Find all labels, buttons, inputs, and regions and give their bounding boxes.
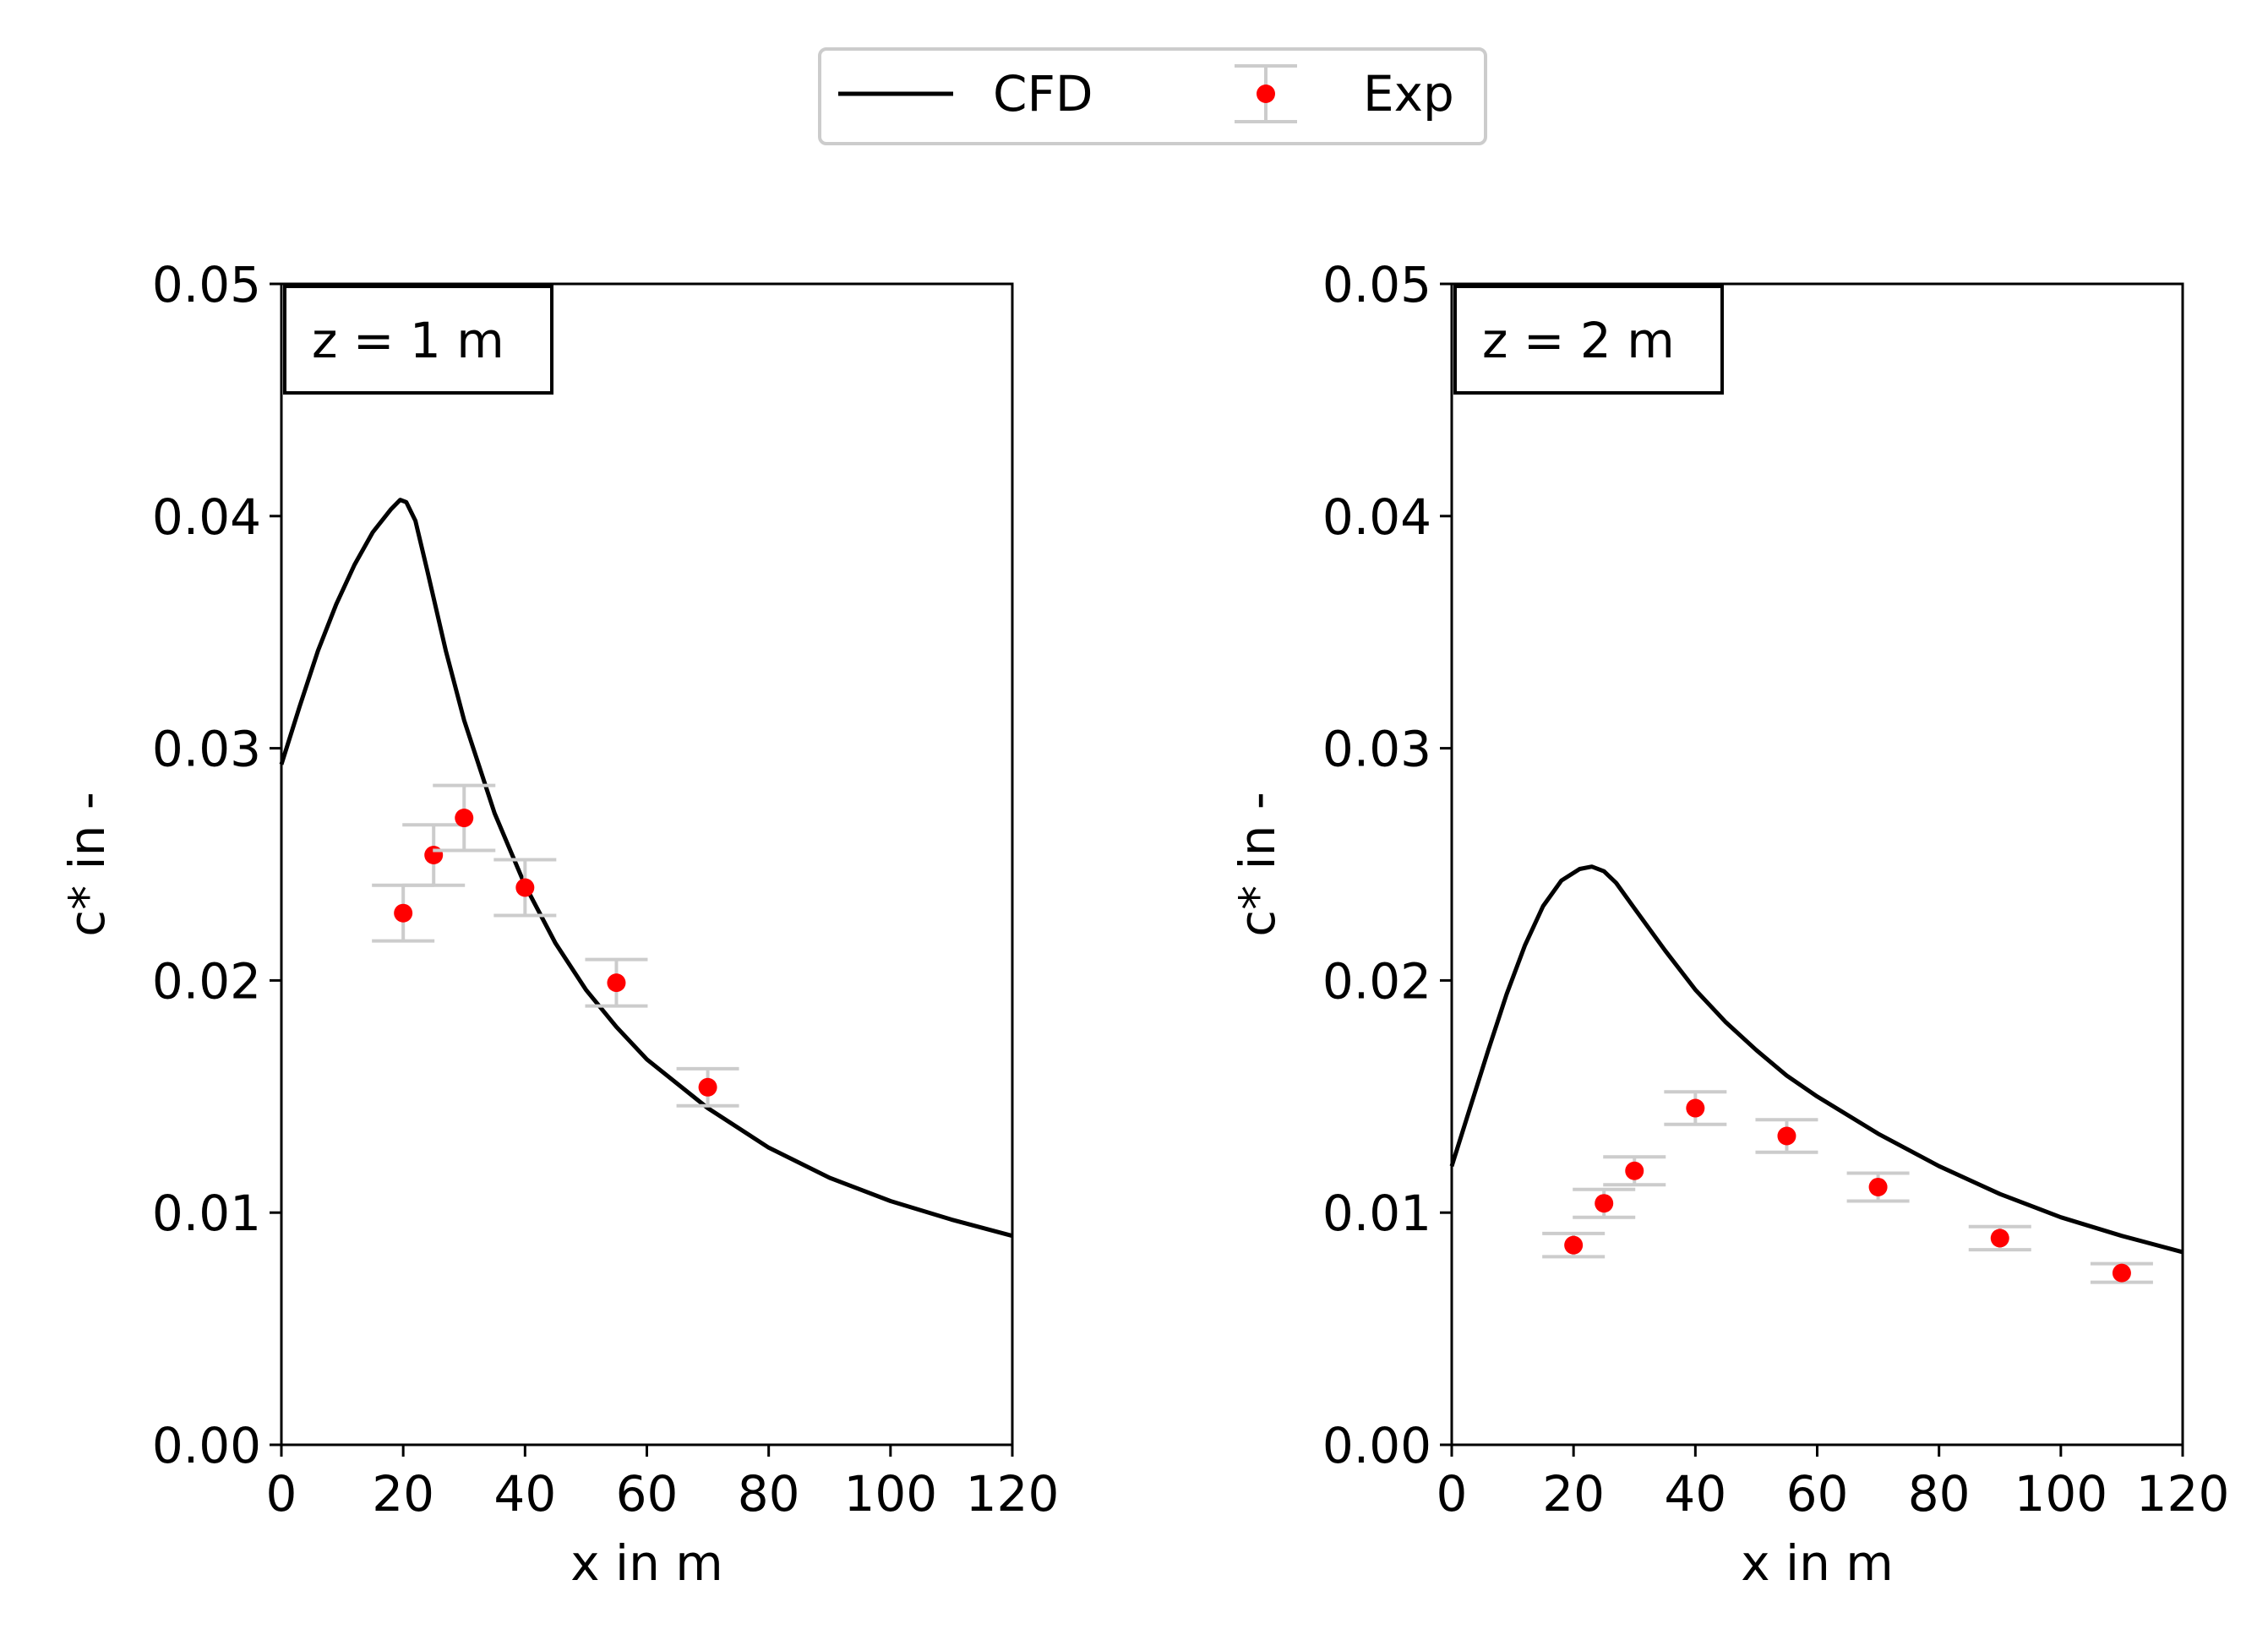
panel-z1-xtick-label-3: 60 xyxy=(616,1465,679,1523)
panel-z2-x-axis-label: x in m xyxy=(1741,1534,1894,1592)
panel-z2-exp-point-4 xyxy=(1777,1126,1796,1146)
panel-z2-label: z = 2 m xyxy=(1482,312,1675,369)
panel-z2-label-box xyxy=(1453,285,1724,395)
panel-z1-y-axis-label: c* in - xyxy=(58,792,116,937)
panel-z1-ytick-label-0: 0.00 xyxy=(152,1417,261,1474)
panel-z2-y-axis-label: c* in - xyxy=(1229,792,1286,937)
panel-z2: 0 20 40 60 80 100 120 0.00 0.01 0.02 0.03 0.04 0.05 x… xyxy=(1229,256,2229,1592)
panel-z2-xtick-label-5: 100 xyxy=(2014,1465,2107,1523)
panel-z1-cfd-line xyxy=(279,498,1013,1239)
panel-z1-ytick-label-3: 0.03 xyxy=(152,721,261,778)
panel-z2-xtick-label-4: 80 xyxy=(1908,1465,1971,1523)
legend: CFD Exp xyxy=(818,47,1487,145)
panel-z1-exp-point-4 xyxy=(607,973,626,993)
panel-z1-ytick-label-1: 0.01 xyxy=(152,1185,261,1242)
panel-z2-exp-point-3 xyxy=(1686,1098,1705,1118)
legend-exp-marker xyxy=(1257,84,1275,103)
panel-z2-ytick-label-1: 0.01 xyxy=(1322,1185,1431,1242)
panel-z1-xtick-label-1: 20 xyxy=(372,1465,434,1523)
panel-z2-ytick-label-0: 0.00 xyxy=(1322,1417,1431,1474)
panel-z1-label: z = 1 m xyxy=(312,312,504,369)
panel-z2-exp-point-1 xyxy=(1595,1194,1614,1213)
panel-z2-exp-point-2 xyxy=(1625,1161,1644,1180)
panel-z2-ytick-label-4: 0.04 xyxy=(1322,488,1431,546)
panel-z2-exp-point-5 xyxy=(1868,1177,1888,1196)
legend-frame xyxy=(818,47,1487,145)
panel-z2-axes-frame xyxy=(1450,282,2184,1446)
panel-z2-cfd-line xyxy=(1449,864,2183,1255)
panel-z1-xtick-label-2: 40 xyxy=(493,1465,556,1523)
panel-z2-xtick-label-3: 60 xyxy=(1786,1465,1849,1523)
legend-exp-label: Exp xyxy=(1363,65,1454,123)
panel-z2-xtick-label-1: 20 xyxy=(1542,1465,1605,1523)
panel-z1-ytick-label-4: 0.04 xyxy=(152,488,261,546)
panel-z1-axes-frame xyxy=(280,282,1014,1446)
panel-z1-label-box xyxy=(283,285,553,395)
panel-z1-exp-point-3 xyxy=(515,878,535,897)
panel-z2-exp-point-0 xyxy=(1564,1235,1584,1255)
panel-z1-exp-point-5 xyxy=(698,1077,717,1097)
panel-z1-exp-point-1 xyxy=(424,846,444,865)
panel-z2-exp-point-7 xyxy=(2112,1263,2131,1283)
panel-z2-xtick-label-6: 120 xyxy=(2136,1465,2230,1523)
legend-cfd-label: CFD xyxy=(993,65,1093,123)
panel-z2-ytick-label-2: 0.02 xyxy=(1322,952,1431,1010)
panel-z1-ytick-label-5: 0.05 xyxy=(152,256,261,313)
panel-z1: 0 20 40 60 80 100 120 0.00 0.01 0.02 0.03 0.04 0.05 x… xyxy=(58,256,1059,1592)
panel-z1-exp-point-0 xyxy=(394,903,413,923)
panel-z2-xtick-label-2: 40 xyxy=(1664,1465,1726,1523)
panel-z1-xtick-label-5: 100 xyxy=(843,1465,937,1523)
panel-z2-ytick-label-3: 0.03 xyxy=(1322,721,1431,778)
panel-z1-xtick-label-6: 120 xyxy=(966,1465,1060,1523)
panel-z1-x-axis-label: x in m xyxy=(570,1534,723,1592)
panel-z1-xtick-label-4: 80 xyxy=(738,1465,800,1523)
panel-z1-xtick-label-0: 0 xyxy=(266,1465,297,1523)
panel-z2-xtick-label-0: 0 xyxy=(1437,1465,1468,1523)
panel-z1-ytick-label-2: 0.02 xyxy=(152,952,261,1010)
panel-z1-exp-point-2 xyxy=(455,809,474,828)
panel-z2-exp-point-6 xyxy=(1990,1229,2009,1248)
panel-z2-ytick-label-5: 0.05 xyxy=(1322,256,1431,313)
